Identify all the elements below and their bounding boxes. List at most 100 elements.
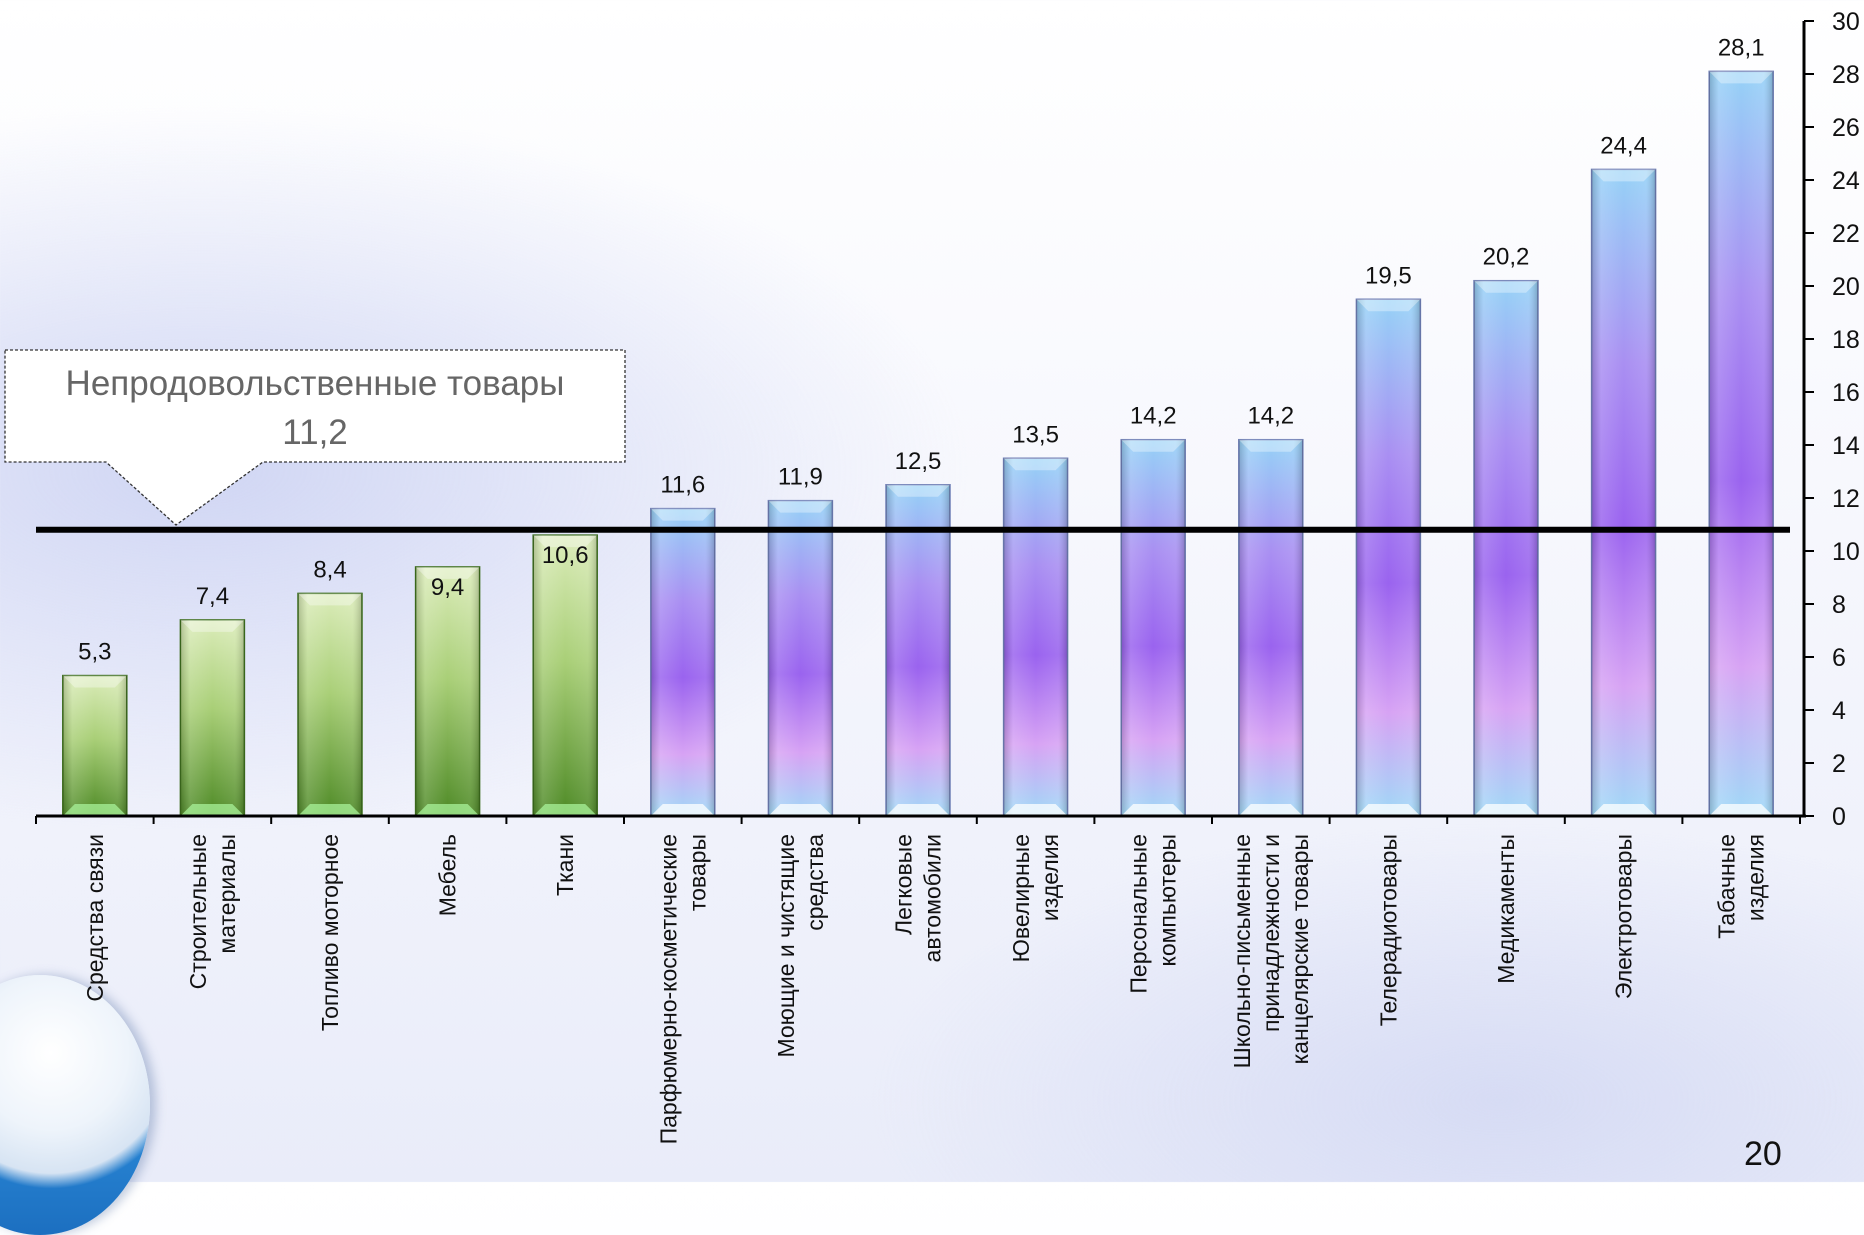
bar-bevel: [1003, 458, 1068, 471]
bar-sheen: [1591, 169, 1656, 816]
page-number: 20: [1744, 1135, 1782, 1173]
bar-bevel: [1121, 439, 1186, 452]
bar-glow: [886, 804, 950, 816]
category-line: изделия: [1037, 834, 1063, 921]
category-line: компьютеры: [1155, 834, 1181, 967]
category-line: Телерадиотовары: [1375, 834, 1401, 1026]
bar-12: [1355, 298, 1422, 817]
callout-value: 11,2: [282, 413, 348, 452]
bar-bevel: [650, 508, 715, 521]
bar-2: [179, 619, 246, 817]
y-tick-label: 2: [1832, 750, 1846, 778]
category-text: Легковые автомобили: [891, 834, 946, 962]
category-text: Телерадиотовары: [1375, 834, 1401, 1026]
bar-glow: [1356, 804, 1421, 816]
bar-5: [532, 534, 598, 817]
category-line: Медикаменты: [1493, 834, 1519, 984]
value-label: 14,2: [1130, 403, 1177, 430]
bar-bevel: [1709, 71, 1774, 84]
bar-glow: [180, 804, 245, 816]
bar-sheen: [768, 500, 833, 816]
bar-10: [1120, 438, 1186, 817]
bar-glow: [1003, 804, 1068, 816]
y-tick-label: 0: [1832, 803, 1846, 831]
category-label: Табачные изделия: [1714, 834, 1769, 939]
bar-bevel: [62, 675, 127, 688]
category-line: Мебель: [435, 834, 461, 916]
bar-sheen: [180, 619, 245, 816]
category-line: Электротовары: [1611, 834, 1637, 999]
bar-bevel: [415, 566, 480, 579]
bar-9: [1002, 457, 1069, 817]
category-line: принадлежности и: [1258, 834, 1284, 1032]
category-label: Ткани: [552, 834, 578, 896]
bar-bevel: [1238, 439, 1303, 452]
bar-glow: [1591, 804, 1656, 816]
category-label: Телерадиотовары: [1375, 834, 1401, 1026]
bar-14: [1590, 168, 1657, 817]
y-tick-label: 12: [1832, 485, 1860, 513]
value-label: 11,9: [778, 464, 823, 491]
bar-bevel: [1591, 169, 1656, 182]
bar-7: [767, 499, 834, 817]
bar-sheen: [415, 566, 480, 816]
value-label: 24,4: [1600, 132, 1647, 159]
value-label: 10,6: [542, 542, 589, 569]
value-label: 14,2: [1247, 403, 1294, 430]
bar-glow: [1709, 804, 1774, 816]
bar-bevel: [298, 593, 362, 606]
category-text: Мебель: [435, 834, 461, 916]
category-label: Средства связи: [82, 834, 108, 1002]
bar-glow: [768, 804, 833, 816]
category-line: Моющие и чистящие: [773, 834, 799, 1058]
bar-8: [885, 484, 951, 817]
category-line: Ткани: [552, 834, 578, 896]
category-line: Легковые: [891, 834, 917, 935]
bar-sheen: [650, 508, 715, 816]
bar-glow: [650, 804, 715, 816]
category-line: Школьно-письменные: [1229, 834, 1255, 1068]
category-line: изделия: [1743, 834, 1769, 921]
category-label: Моющие и чистящие средства: [773, 834, 828, 1058]
category-line: автомобили: [920, 834, 946, 962]
category-label: Ювелирные изделия: [1008, 834, 1063, 962]
y-tick-label: 24: [1832, 167, 1860, 195]
bar-sheen: [298, 593, 362, 816]
bar-bevel: [1356, 299, 1421, 312]
category-line: канцелярские товары: [1287, 834, 1313, 1064]
bar-glow: [1121, 804, 1186, 816]
y-tick-label: 6: [1832, 644, 1846, 672]
value-label: 8,4: [313, 556, 346, 583]
y-tick-label: 16: [1832, 379, 1860, 407]
category-label: Школьно-письменные принадлежности и канцел…: [1229, 834, 1313, 1068]
callout-box: [4, 349, 626, 526]
category-text: Моющие и чистящие средства: [773, 834, 828, 1058]
bar-bevel: [533, 535, 598, 548]
bar-sheen: [1003, 458, 1068, 816]
category-text: Ювелирные изделия: [1008, 834, 1063, 962]
bar-1: [62, 674, 128, 817]
value-label: 13,5: [1012, 421, 1059, 448]
category-line: Топливо моторное: [317, 834, 343, 1031]
value-label: 19,5: [1365, 262, 1412, 289]
category-text: Школьно-письменные принадлежности и канцел…: [1229, 834, 1313, 1068]
category-line: Ювелирные: [1008, 834, 1034, 962]
category-line: Табачные: [1714, 834, 1740, 939]
category-line: Средства связи: [82, 834, 108, 1002]
bar-sheen: [1709, 71, 1774, 817]
value-label: 7,4: [196, 583, 229, 610]
category-text: Топливо моторное: [317, 834, 343, 1031]
y-tick-label: 8: [1832, 591, 1846, 619]
category-text: Строительные материалы: [185, 834, 240, 989]
category-line: Персональные: [1126, 834, 1152, 994]
y-tick-label: 4: [1832, 697, 1846, 725]
category-label: Парфюмерно-косметические товары: [655, 834, 710, 1144]
bar-bevel: [180, 619, 245, 632]
bar-13: [1473, 279, 1539, 817]
value-label: 12,5: [895, 448, 942, 475]
bar-3: [297, 592, 363, 817]
value-label: 28,1: [1718, 34, 1765, 61]
bar-sheen: [533, 535, 598, 816]
category-text: Ткани: [552, 834, 578, 896]
